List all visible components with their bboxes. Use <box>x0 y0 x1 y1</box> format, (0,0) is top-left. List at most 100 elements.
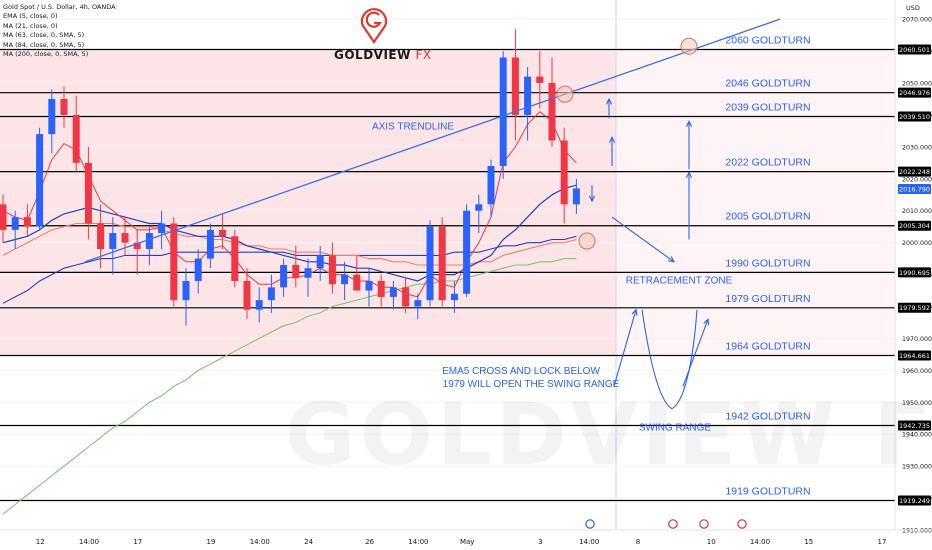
signal-arrow <box>588 185 596 203</box>
candle-body <box>292 265 300 278</box>
candle <box>121 217 129 256</box>
ma200-line <box>2 258 577 515</box>
candle-body <box>511 57 519 115</box>
candle-body <box>438 226 446 301</box>
candle <box>304 258 312 297</box>
price-tick: 2070.000 <box>902 17 932 24</box>
level-label: 1919 GOLDTURN <box>725 485 810 497</box>
price-tag-bg <box>898 267 931 278</box>
price-tag: 1942.735 <box>898 420 931 431</box>
candle-body <box>219 229 227 237</box>
time-tick: 10 <box>707 538 716 546</box>
goldturn-levels: 2060 GOLDTURN 2046 GOLDTURN 2039 GOLDTURN 2… <box>0 34 895 502</box>
candle-body <box>536 76 544 84</box>
time-tick: 17 <box>133 538 142 546</box>
price-tick: 1930.000 <box>902 464 932 471</box>
price-tag-bg <box>898 350 931 361</box>
candle-body <box>97 223 105 250</box>
time-tick: 14:00 <box>250 538 270 546</box>
candle-body <box>548 83 556 141</box>
candle-body <box>84 162 92 224</box>
time-axis[interactable]: 12 14:00 17 19 14:00 24 26 14:00 May 3 14:00 8 10 14:… <box>0 519 932 550</box>
price-tag: 1919.249 <box>898 495 931 506</box>
time-tick: 26 <box>365 538 374 546</box>
time-tick: 14:00 <box>408 538 428 546</box>
price-tag-text: 1919.249 <box>899 497 930 505</box>
candle <box>60 86 68 128</box>
candle-body <box>170 223 178 301</box>
candle <box>84 146 92 240</box>
price-tag: 2046.976 <box>898 87 931 98</box>
price-tag: 1964.661 <box>898 350 931 361</box>
candle-body <box>304 268 312 278</box>
candle-body <box>194 258 202 281</box>
ma84-line <box>2 235 577 304</box>
price-axis[interactable]: USD1910.0001920.0001930.0001940.0001950.… <box>894 0 932 550</box>
price-tag-text: 2016.790 <box>899 185 930 193</box>
candle <box>72 95 80 173</box>
price-tag: 1990.695 <box>898 267 931 278</box>
up-arrow <box>682 318 710 387</box>
ma21-line <box>2 184 577 282</box>
time-tick: 8 <box>636 538 640 546</box>
candle <box>23 204 31 237</box>
candle <box>158 210 166 250</box>
time-tick: 3 <box>538 538 542 546</box>
level-label: 2046 GOLDTURN <box>725 78 810 90</box>
candle-body <box>182 280 190 301</box>
candle <box>231 229 239 288</box>
price-tag-bg <box>898 111 931 122</box>
event-flag-icon[interactable] <box>699 519 709 529</box>
legend-indicator: MA (21, close, 0) <box>3 21 58 30</box>
candle <box>487 159 495 218</box>
candle <box>170 217 178 307</box>
event-flag-icon[interactable] <box>668 519 678 529</box>
candle <box>475 194 483 234</box>
arrow-head <box>685 171 693 179</box>
retracement-zone-label: RETRACEMENT ZONE <box>626 276 733 287</box>
ema-note-line2: 1979 WILL OPEN THE SWING RANGE <box>443 379 620 390</box>
candle <box>11 210 19 250</box>
candle <box>572 178 580 214</box>
candle-body <box>524 76 532 115</box>
candle-body <box>499 57 507 167</box>
candle <box>328 242 336 294</box>
arrow-head <box>667 256 676 263</box>
price-tag-bg <box>898 495 931 506</box>
event-flag-icon[interactable] <box>737 519 747 529</box>
candle-body <box>158 223 166 234</box>
zone-shading <box>0 49 616 356</box>
up-arrow <box>608 136 616 167</box>
time-tick: 15 <box>804 538 813 546</box>
level-label: 1979 GOLDTURN <box>725 293 810 305</box>
candle <box>426 220 434 307</box>
candle <box>341 261 349 301</box>
candle-body <box>0 204 7 230</box>
candle-body <box>255 300 263 310</box>
candle <box>414 293 422 320</box>
axis-trendline <box>84 18 781 263</box>
arrow-head <box>608 136 616 143</box>
arrow-head <box>605 97 613 105</box>
candles <box>0 28 580 326</box>
level-label: 2005 GOLDTURN <box>725 211 810 223</box>
price-tick: 2010.000 <box>902 208 932 215</box>
price-tag-text: 1990.695 <box>899 269 930 277</box>
price-tag-text: 2060.501 <box>899 46 930 54</box>
up-arrow <box>685 171 693 240</box>
price-tick: 1950.000 <box>902 400 932 407</box>
candle-body <box>109 233 117 250</box>
candle-body <box>72 114 80 163</box>
price-tag-bg <box>898 420 931 431</box>
event-flag-icon[interactable] <box>585 519 595 529</box>
candle-body <box>121 233 129 243</box>
level-label: 2039 GOLDTURN <box>725 102 810 114</box>
candle-body <box>145 233 153 250</box>
price-tick: 1970.000 <box>902 336 932 343</box>
time-tick: 14:00 <box>579 538 599 546</box>
candle <box>0 194 7 243</box>
highlight-circle <box>680 37 698 55</box>
candle <box>353 255 361 291</box>
candle <box>48 89 56 154</box>
